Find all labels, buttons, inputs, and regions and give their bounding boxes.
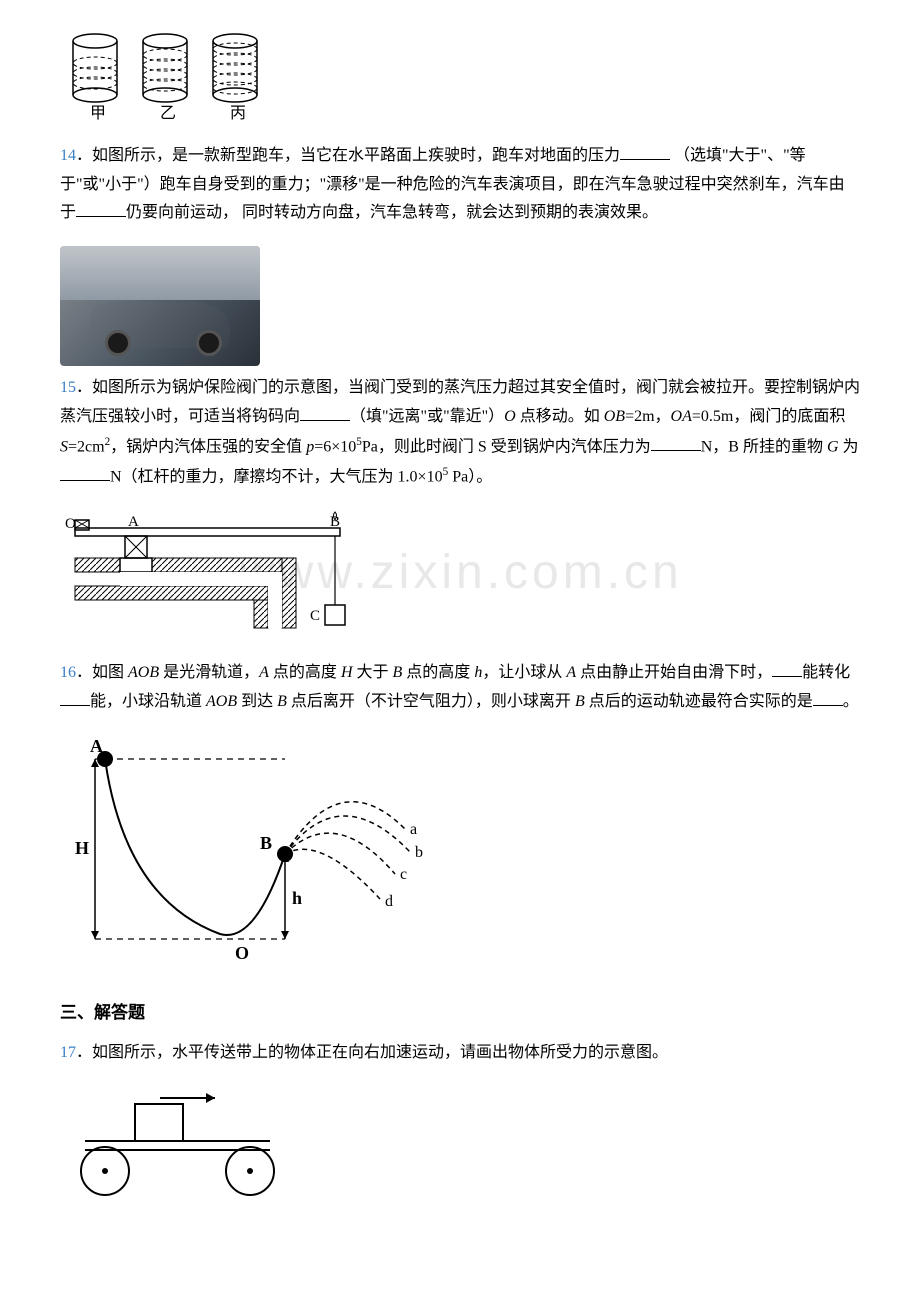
q16-text-2: 是光滑轨道， [159,664,259,681]
q16-B1: B [393,664,403,681]
blank [60,690,90,706]
q16-text-8: 能转化 [802,664,850,681]
blank [60,465,110,481]
q15-text-5: =0.5m，阀门的底面积 [692,408,845,425]
track-H: H [75,838,89,858]
track-svg: A B O H h a b c d [60,734,460,969]
question-14: 14．如图所示，是一款新型跑车，当它在水平路面上疾驶时，跑车对地面的压力 （选填… [60,142,860,228]
blank [76,201,126,217]
track-d: d [385,893,393,910]
valve-A: A [128,514,139,530]
question-16: 16．如图 AOB 是光滑轨道，A 点的高度 H 大于 B 点的高度 h，让小球… [60,659,860,717]
track-A: A [90,736,103,756]
car-figure [60,246,860,366]
q16-text-10: 到达 [237,693,277,710]
conveyor-figure [60,1086,860,1212]
question-15: 15．如图所示为锅炉保险阀门的示意图，当阀门受到的蒸汽压力超过其安全值时，阀门就… [60,374,860,492]
valve-figure: www.zixin.com.cn O A S B C [60,510,860,651]
cyl-label-3: 丙 [230,105,246,122]
qnum-17: 17 [60,1044,76,1061]
q14-text-1: ．如图所示，是一款新型跑车，当它在水平路面上疾驶时，跑车对地面的压力 [76,147,620,164]
section-3-title: 三、解答题 [60,998,860,1029]
q15-text-12: N（杠杆的重力，摩擦均不计，大气压为 1.0×10 [110,468,443,485]
cyl-label-2: 乙 [160,105,176,122]
q16-text-12: 点后的运动轨迹最符合实际的是 [585,693,813,710]
q16-B2: B [277,693,287,710]
q16-A1: A [259,664,269,681]
conveyor-svg [60,1086,300,1201]
q16-text-5: 点的高度 [402,664,474,681]
q17-text: ．如图所示，水平传送带上的物体正在向右加速运动，请画出物体所受力的示意图。 [76,1044,668,1061]
qnum-14: 14 [60,147,76,164]
blank [620,144,670,160]
track-B: B [260,833,272,853]
valve-C: C [310,608,320,624]
blank [772,661,802,677]
track-c: c [400,866,407,883]
q15-p: p [306,438,314,455]
cylinders-svg: 甲 乙 丙 [60,28,280,123]
q16-AOB2: AOB [206,693,237,710]
q15-text-6: =2cm [68,438,105,455]
q15-text-7: ，锅炉内汽体压强的安全值 [110,438,302,455]
q15-text-13: Pa）。 [448,468,492,485]
track-b: b [415,844,423,861]
q15-S: S [60,438,68,455]
q16-B3: B [575,693,585,710]
q15-G: G [827,438,839,455]
cyl-label-1: 甲 [90,105,106,122]
q15-text-3: 点移动。如 [516,408,604,425]
q16-text-3: 点的高度 [269,664,341,681]
valve-B: B [330,514,340,530]
q15-text-2: （填"远离"或"靠近"） [350,408,504,425]
q16-text-6: ，让小球从 [482,664,566,681]
q16-AOB1: AOB [128,664,159,681]
q15-text-10: N，B 所挂的重物 [701,438,827,455]
q15-O: O [504,408,516,425]
track-hh: h [292,888,302,908]
q15-text-9: Pa，则此时阀门 S 受到锅炉内汽体压力为 [362,438,651,455]
q16-text-7: 点由静止开始自由滑下时， [576,664,772,681]
question-17: 17．如图所示，水平传送带上的物体正在向右加速运动，请画出物体所受力的示意图。 [60,1039,860,1068]
blank [300,405,350,421]
q15-text-11: 为 [839,438,859,455]
valve-svg: O A S B C [60,510,370,640]
car-image [60,246,260,366]
q14-text-3: 仍要向前运动， 同时转动方向盘，汽车急转弯，就会达到预期的表演效果。 [126,204,658,221]
q15-OA: OA [671,408,692,425]
q15-text-4: =2m， [625,408,670,425]
cylinders-figure: 甲 乙 丙 [60,28,860,134]
blank [651,435,701,451]
qnum-15: 15 [60,379,76,396]
q16-H: H [341,664,353,681]
blank [813,690,843,706]
track-a: a [410,821,417,838]
q16-text-1: ．如图 [76,664,128,681]
valve-O: O [65,516,76,532]
track-figure: A B O H h a b c d [60,734,860,980]
q16-A2: A [566,664,576,681]
qnum-16: 16 [60,664,76,681]
q16-text-4: 大于 [353,664,393,681]
track-O: O [235,943,249,963]
q15-OB: OB [604,408,625,425]
q16-text-11: 点后离开（不计空气阻力），则小球离开 [287,693,575,710]
q16-text-13: 。 [843,693,859,710]
q15-text-8: =6×10 [314,438,356,455]
q16-text-9: 能，小球沿轨道 [90,693,206,710]
